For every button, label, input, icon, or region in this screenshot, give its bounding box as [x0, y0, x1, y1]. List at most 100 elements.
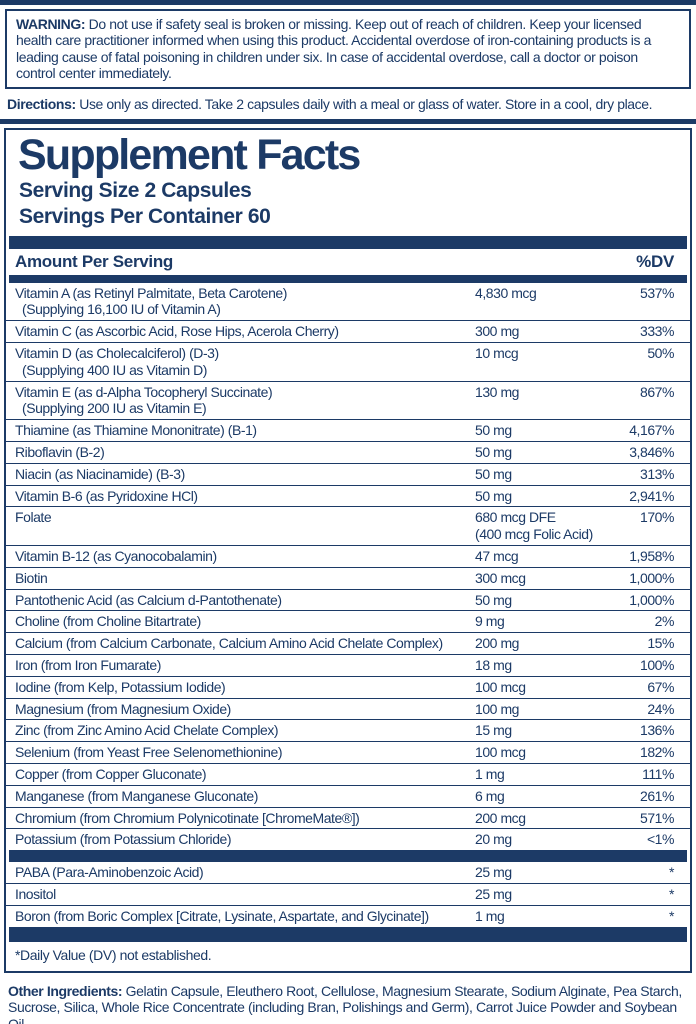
nutrient-name: Vitamin A (as Retinyl Palmitate, Beta Ca…: [15, 285, 475, 319]
nutrient-dv: *: [669, 864, 674, 881]
table-row: Choline (from Choline Bitartrate) 9 mg 2%: [6, 610, 690, 632]
nutrient-dv: 313%: [639, 465, 674, 482]
nutrient-dv: 67%: [647, 678, 674, 695]
table-row: Manganese (from Manganese Gluconate) 6 mg…: [6, 784, 690, 807]
nutrient-amount: 4,830 mcg: [475, 284, 537, 301]
nutrient-name: Niacin (as Niacinamide) (B-3): [15, 465, 185, 482]
nutrient-amount: 1 mg: [475, 907, 505, 924]
header-bottom-bar: [9, 274, 687, 283]
nutrient-amount: 100 mg: [475, 700, 519, 717]
nutrient-amount: 25 mg: [475, 864, 512, 881]
nutrient-name: Pantothenic Acid (as Calcium d-Pantothen…: [15, 591, 282, 608]
nutrient-dv: 1,958%: [629, 548, 674, 565]
nutrient-dv: 3,846%: [629, 444, 674, 461]
nutrient-amount: 200 mcg: [475, 809, 526, 826]
nutrient-dv: <1%: [646, 831, 675, 848]
nutrient-dv: 571%: [639, 809, 674, 826]
nutrient-name: Vitamin C (as Ascorbic Acid, Rose Hips, …: [15, 323, 339, 340]
nutrient-dv: 15%: [647, 635, 674, 652]
facts-table: Vitamin A (as Retinyl Palmitate, Beta Ca…: [6, 283, 690, 942]
nutrient-name: Choline (from Choline Bitartrate): [15, 613, 201, 630]
nutrient-dv: 50%: [647, 345, 674, 362]
nutrient-name: Riboflavin (B-2): [15, 444, 105, 461]
section-divider-bar: [0, 118, 696, 124]
nutrient-dv: 182%: [639, 744, 674, 761]
table-row: Iodine (from Kelp, Potassium Iodide) 100 …: [6, 675, 690, 698]
top-divider-bar: [0, 0, 696, 5]
dv-footnote: *Daily Value (DV) not established.: [15, 946, 212, 963]
table-row: Chromium (from Chromium Polynicotinate […: [6, 806, 690, 829]
table-row: Vitamin B-12 (as Cyanocobalamin) 47 mcg 1,…: [6, 545, 690, 567]
nutrient-dv: 136%: [639, 722, 674, 739]
table-row: Vitamin A (as Retinyl Palmitate, Beta Ca…: [6, 283, 690, 321]
nutrient-name: Vitamin D (as Cholecalciferol) (D-3) (Sup…: [15, 345, 475, 379]
table-row: Inositol 25 mg *: [6, 883, 690, 905]
nutrient-name: Manganese (from Manganese Gluconate): [15, 787, 258, 804]
supplement-facts-panel: Supplement Facts Serving Size 2 Capsules…: [4, 127, 692, 973]
table-row: Copper (from Copper Gluconate) 1 mg 111%: [6, 763, 690, 785]
nutrient-dv: 170%: [639, 509, 674, 526]
nutrient-name-detail: (Supplying 400 IU as Vitamin D): [22, 361, 207, 378]
header-top-bar: [9, 235, 687, 249]
nutrient-name-detail: (Supplying 200 IU as Vitamin E): [22, 400, 207, 417]
table-row: Biotin 300 mcg 1,000%: [6, 566, 690, 589]
warning-text: Do not use if safety seal is broken or m…: [16, 16, 651, 81]
nutrient-amount: 47 mcg: [475, 548, 519, 565]
nutrient-amount: 6 mg: [475, 787, 505, 804]
serving-size: Serving Size 2 Capsules: [19, 178, 252, 202]
table-row: Boron (from Boric Complex [Citrate, Lysi…: [6, 904, 690, 927]
nutrient-amount: 50 mg: [475, 591, 512, 608]
nutrient-dv: 24%: [647, 700, 674, 717]
nutrient-amount: 100 mcg: [475, 678, 526, 695]
nutrient-amount: 680 mcg DFE (400 mcg Folic Acid): [475, 509, 597, 543]
nutrient-dv: 261%: [639, 787, 674, 804]
nutrient-amount: 300 mg: [475, 323, 519, 340]
nutrient-name: Potassium (from Potassium Chloride): [15, 831, 232, 848]
nutrient-amount: 18 mg: [475, 657, 512, 674]
table-header: Amount Per Serving %DV: [6, 249, 690, 275]
table-row: Vitamin B-6 (as Pyridoxine HCl) 50 mg 2,94…: [6, 484, 690, 507]
table-row: Vitamin D (as Cholecalciferol) (D-3) (Sup…: [6, 342, 690, 381]
column-header-dv: %DV: [636, 251, 674, 271]
nutrient-dv: 1,000%: [629, 591, 674, 608]
nutrient-name: Iron (from Iron Fumarate): [15, 657, 161, 674]
nutrient-name: Vitamin B-6 (as Pyridoxine HCl): [15, 487, 198, 504]
nutrient-name: Zinc (from Zinc Amino Acid Chelate Compl…: [15, 722, 279, 739]
nutrient-amount: 10 mcg: [475, 345, 519, 362]
nutrient-dv: *: [669, 907, 674, 924]
nutrient-name-detail: (Supplying 16,100 IU of Vitamin A): [22, 301, 221, 318]
nutrient-amount: 100 mcg: [475, 744, 526, 761]
other-ingredients-section: Other Ingredients: Gelatin Capsule, Eleu…: [8, 983, 688, 1024]
nutrient-dv: 2%: [654, 613, 675, 630]
group-divider-bar: [9, 850, 687, 863]
table-row: Iron (from Iron Fumarate) 18 mg 100%: [6, 654, 690, 676]
nutrient-amount: 50 mg: [475, 422, 512, 439]
table-row: Niacin (as Niacinamide) (B-3) 50 mg 313%: [6, 462, 690, 485]
nutrient-amount: 50 mg: [475, 444, 512, 461]
table-row: Pantothenic Acid (as Calcium d-Pantothen…: [6, 588, 690, 611]
nutrient-amount: 1 mg: [475, 766, 505, 783]
table-row: Selenium (from Yeast Free Selenomethioni…: [6, 741, 690, 763]
table-row: Thiamine (as Thiamine Mononitrate) (B-1)…: [6, 419, 690, 441]
nutrient-dv: 4,167%: [629, 422, 674, 439]
table-row: PABA (Para-Aminobenzoic Acid) 25 mg *: [6, 862, 690, 883]
warning-label: WARNING:: [16, 16, 86, 32]
nutrient-name: Magnesium (from Magnesium Oxide): [15, 700, 231, 717]
nutrient-name: Boron (from Boric Complex [Citrate, Lysi…: [15, 907, 429, 924]
other-ingredients-text: Gelatin Capsule, Eleuthero Root, Cellulo…: [8, 982, 682, 1024]
nutrient-dv: 537%: [639, 284, 674, 301]
nutrient-name: Chromium (from Chromium Polynicotinate […: [15, 809, 360, 826]
nutrient-amount: 15 mg: [475, 722, 512, 739]
servings-per-container: Servings Per Container 60: [19, 204, 271, 228]
table-row: Magnesium (from Magnesium Oxide) 100 mg 24…: [6, 697, 690, 720]
table-row: Folate 680 mcg DFE (400 mcg Folic Acid) 170…: [6, 506, 690, 545]
nutrient-amount: 200 mg: [475, 635, 519, 652]
nutrient-amount: 20 mg: [475, 831, 512, 848]
group-divider-bar: [9, 926, 687, 942]
directions-section: Directions: Use only as directed. Take 2…: [7, 96, 689, 113]
nutrient-name: Calcium (from Calcium Carbonate, Calcium…: [15, 635, 443, 652]
nutrient-name: PABA (Para-Aminobenzoic Acid): [15, 864, 204, 881]
nutrient-name: Thiamine (as Thiamine Mononitrate) (B-1): [15, 422, 257, 439]
nutrient-dv: 2,941%: [629, 487, 674, 504]
nutrient-amount: 300 mcg: [475, 569, 526, 586]
